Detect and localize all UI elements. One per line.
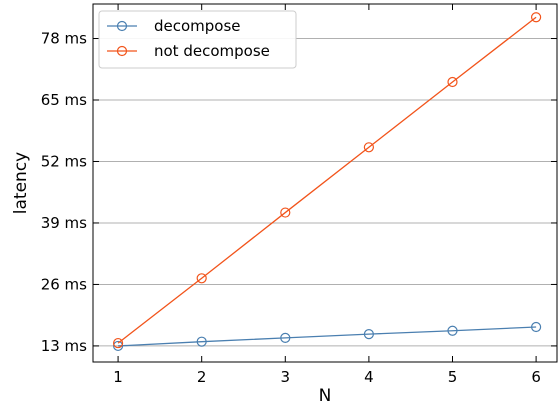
x-tick-label: 4 (364, 368, 374, 386)
legend-marker (116, 20, 128, 32)
data-point (196, 273, 207, 284)
x-tick-label: 3 (281, 368, 291, 386)
legend-label: not decompose (154, 42, 270, 60)
series-layer (112, 12, 542, 352)
y-axis-label: latency (11, 152, 31, 214)
legend-box (98, 10, 297, 69)
legend-label: decompose (154, 17, 241, 35)
data-point (447, 325, 458, 336)
data-point (280, 207, 291, 218)
series-line (118, 326, 537, 347)
x-tick-label: 6 (531, 368, 541, 386)
y-tick-label: 39 ms (41, 214, 87, 232)
data-point (112, 340, 124, 352)
y-tick-label: 78 ms (41, 30, 87, 48)
legend: decompose not decompose (98, 10, 297, 69)
series-line (117, 16, 537, 344)
y-tick-label: 13 ms (41, 337, 87, 355)
plot-frame (92, 3, 558, 363)
data-point (363, 328, 374, 340)
x-tick-label: 5 (448, 368, 458, 386)
data-point (196, 336, 207, 347)
grid-lines (93, 38, 557, 347)
x-tick-label: 2 (197, 368, 207, 386)
data-point (363, 142, 374, 153)
data-point (112, 337, 124, 349)
y-tick-label: 65 ms (41, 91, 87, 109)
x-axis-label: N (319, 386, 332, 406)
legend-marker (116, 45, 128, 57)
data-point (530, 12, 542, 23)
y-tick-label: 26 ms (41, 275, 87, 293)
data-point (447, 76, 458, 88)
y-tick-label: 52 ms (41, 152, 87, 170)
data-point (280, 332, 291, 343)
x-tick-label: 1 (113, 368, 123, 386)
axis-ticks: 13 ms 26 ms 39 ms 52 ms 65 ms 78 ms 1 2 3 4 5 6 (41, 4, 557, 386)
data-point (530, 321, 542, 333)
